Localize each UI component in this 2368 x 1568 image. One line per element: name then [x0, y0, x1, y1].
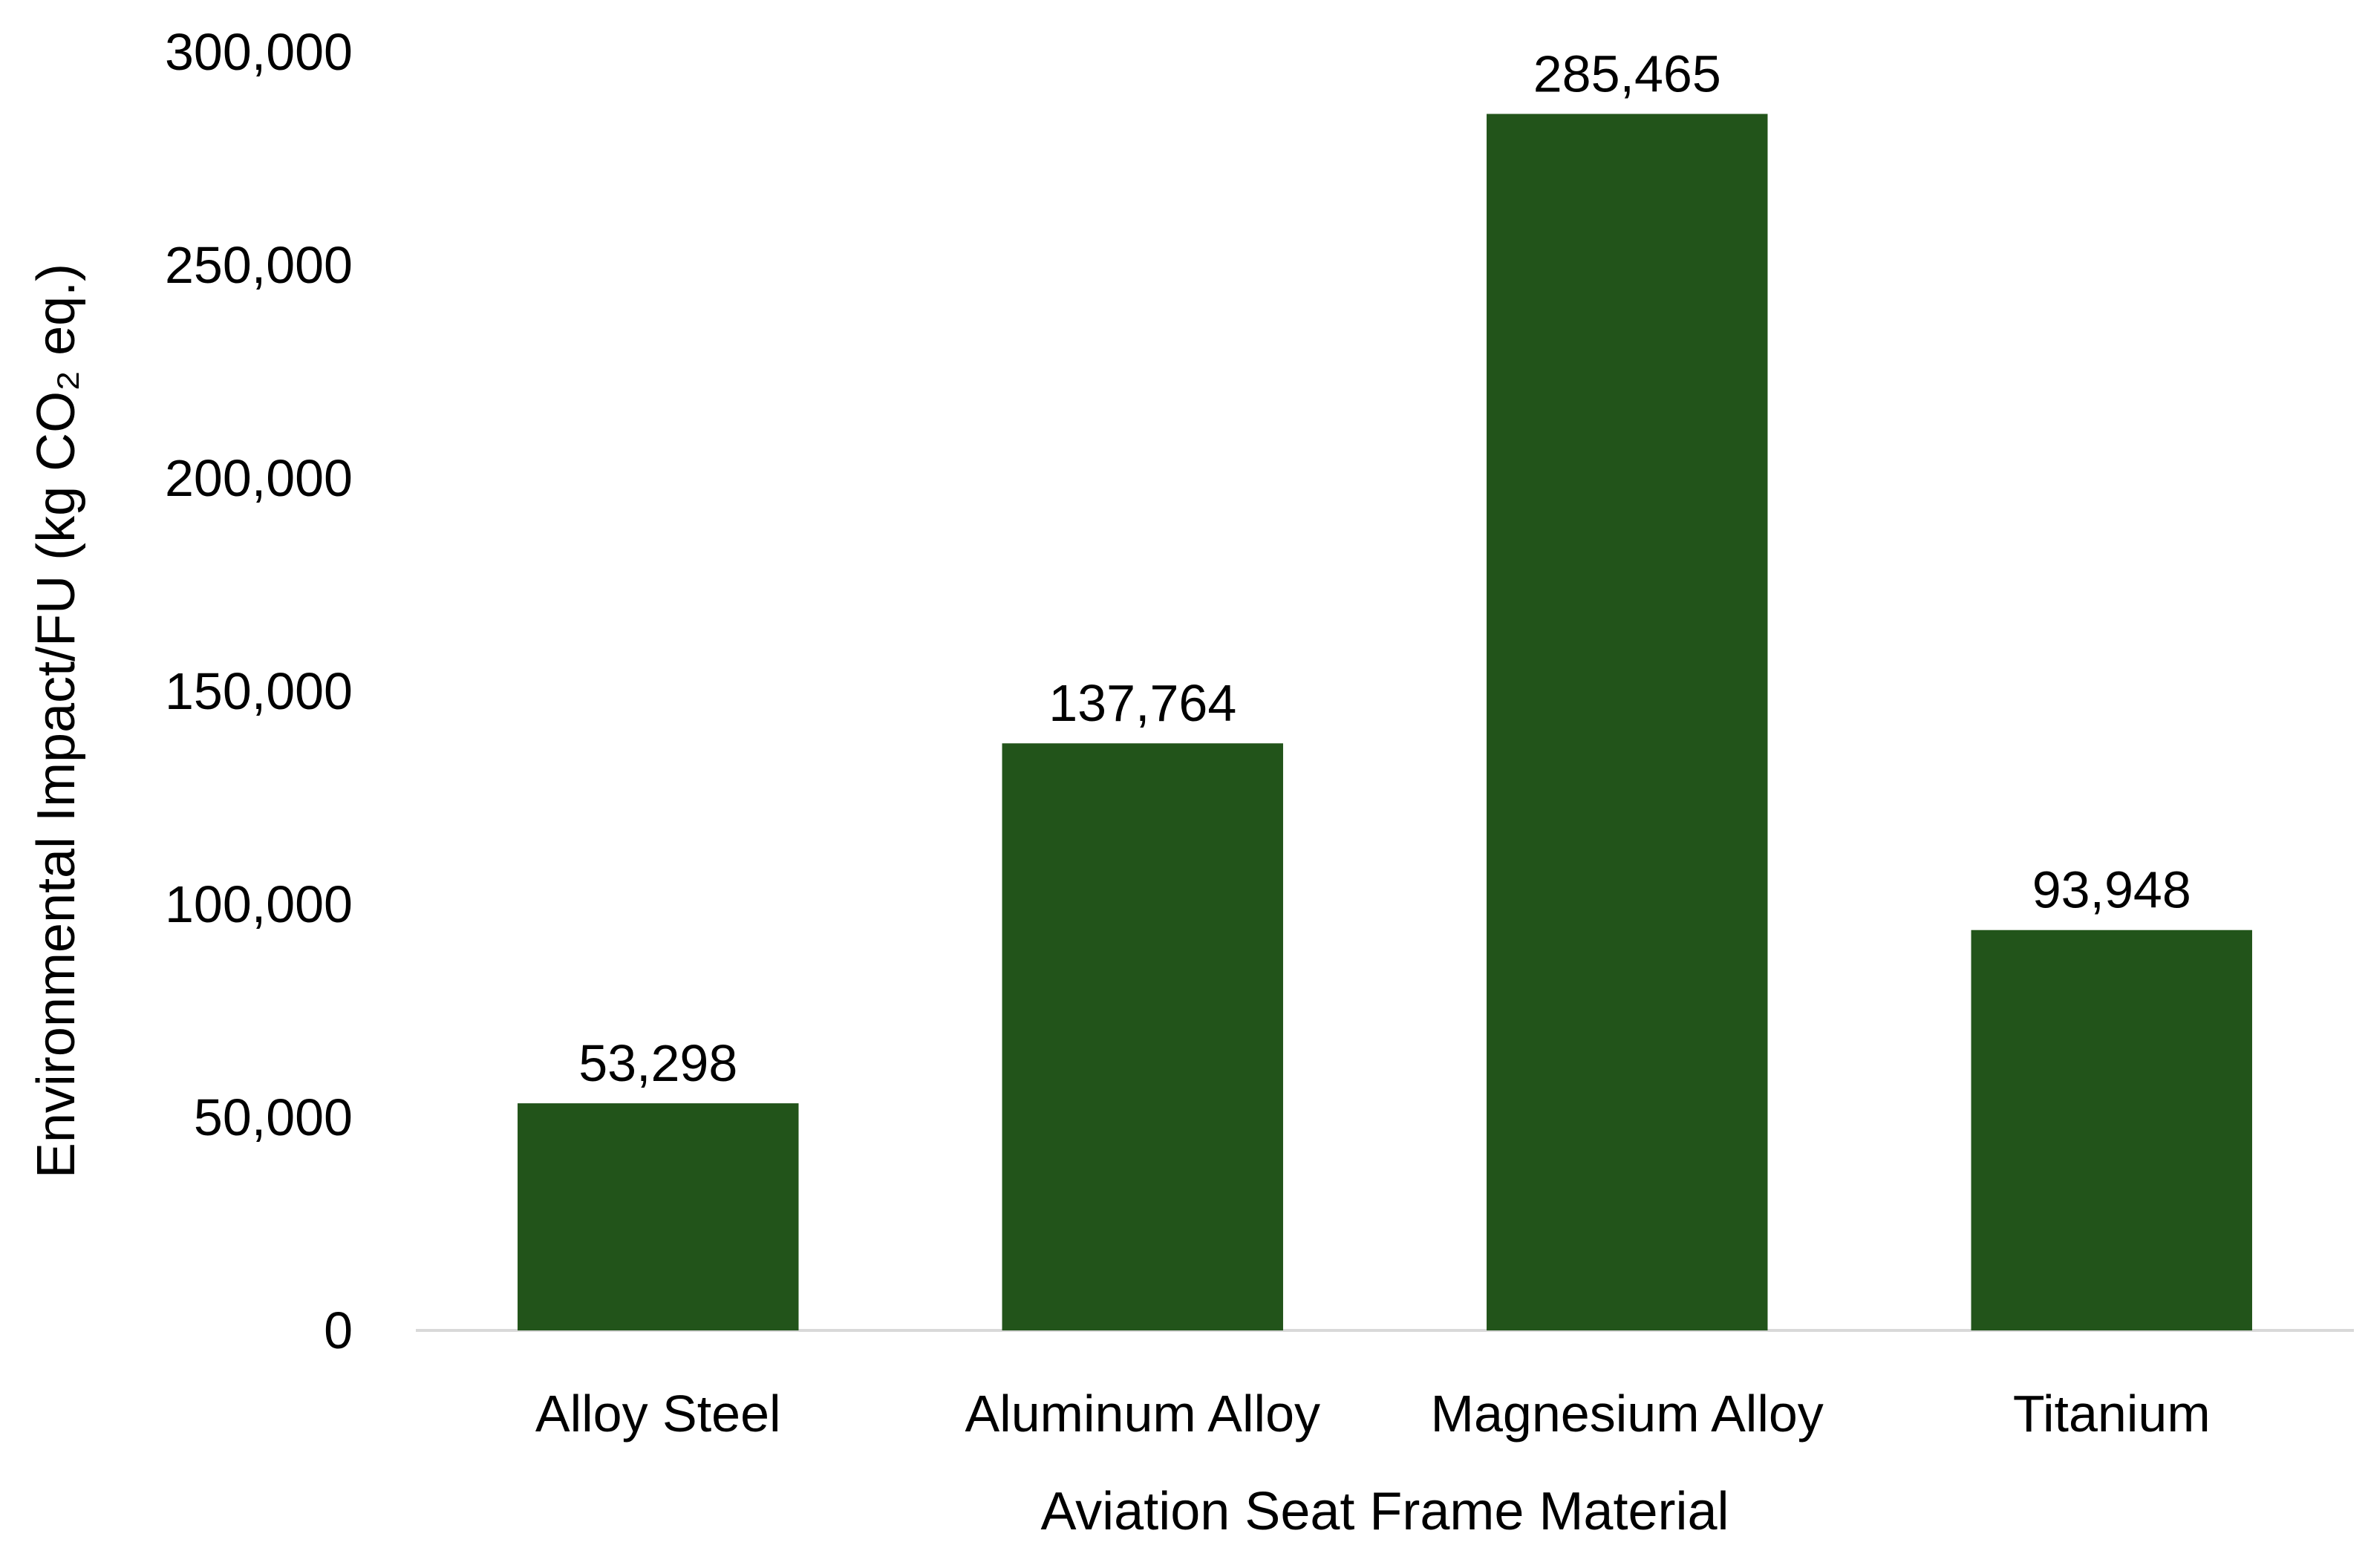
x-category-label: Alloy Steel: [535, 1385, 781, 1443]
bar-data-label: 285,465: [1533, 45, 1721, 102]
x-category-label: Titanium: [2013, 1385, 2211, 1443]
bar-data-label: 53,298: [578, 1034, 737, 1092]
data-labels: 53,298 137,764 285,465 93,948: [578, 45, 2191, 1092]
x-axis-title: Aviation Seat Frame Material: [1040, 1482, 1729, 1541]
bar: [1971, 930, 2252, 1330]
bar: [1002, 743, 1283, 1330]
bar-data-label: 93,948: [2032, 861, 2191, 919]
bar-data-label: 137,764: [1048, 674, 1236, 732]
y-axis-ticks: 0 50,000 100,000 150,000 200,000 250,000 300,0…: [165, 23, 353, 1359]
bar: [518, 1103, 799, 1330]
y-tick-label: 300,000: [165, 23, 353, 81]
y-tick-label: 0: [324, 1301, 353, 1359]
x-category-label: Magnesium Alloy: [1431, 1385, 1824, 1443]
y-tick-label: 150,000: [165, 662, 353, 720]
x-category-label: Aluminum Alloy: [965, 1385, 1320, 1443]
bar: [1487, 114, 1768, 1330]
x-axis-category-labels: Alloy Steel Aluminum Alloy Magnesium Alloy…: [535, 1385, 2211, 1443]
y-axis-title: Environmental Impact/FU (kg CO₂ eq.): [27, 264, 86, 1178]
y-tick-label: 100,000: [165, 875, 353, 933]
y-tick-label: 50,000: [194, 1088, 353, 1146]
bars: [518, 114, 2252, 1330]
y-tick-label: 200,000: [165, 449, 353, 507]
y-tick-label: 250,000: [165, 236, 353, 294]
